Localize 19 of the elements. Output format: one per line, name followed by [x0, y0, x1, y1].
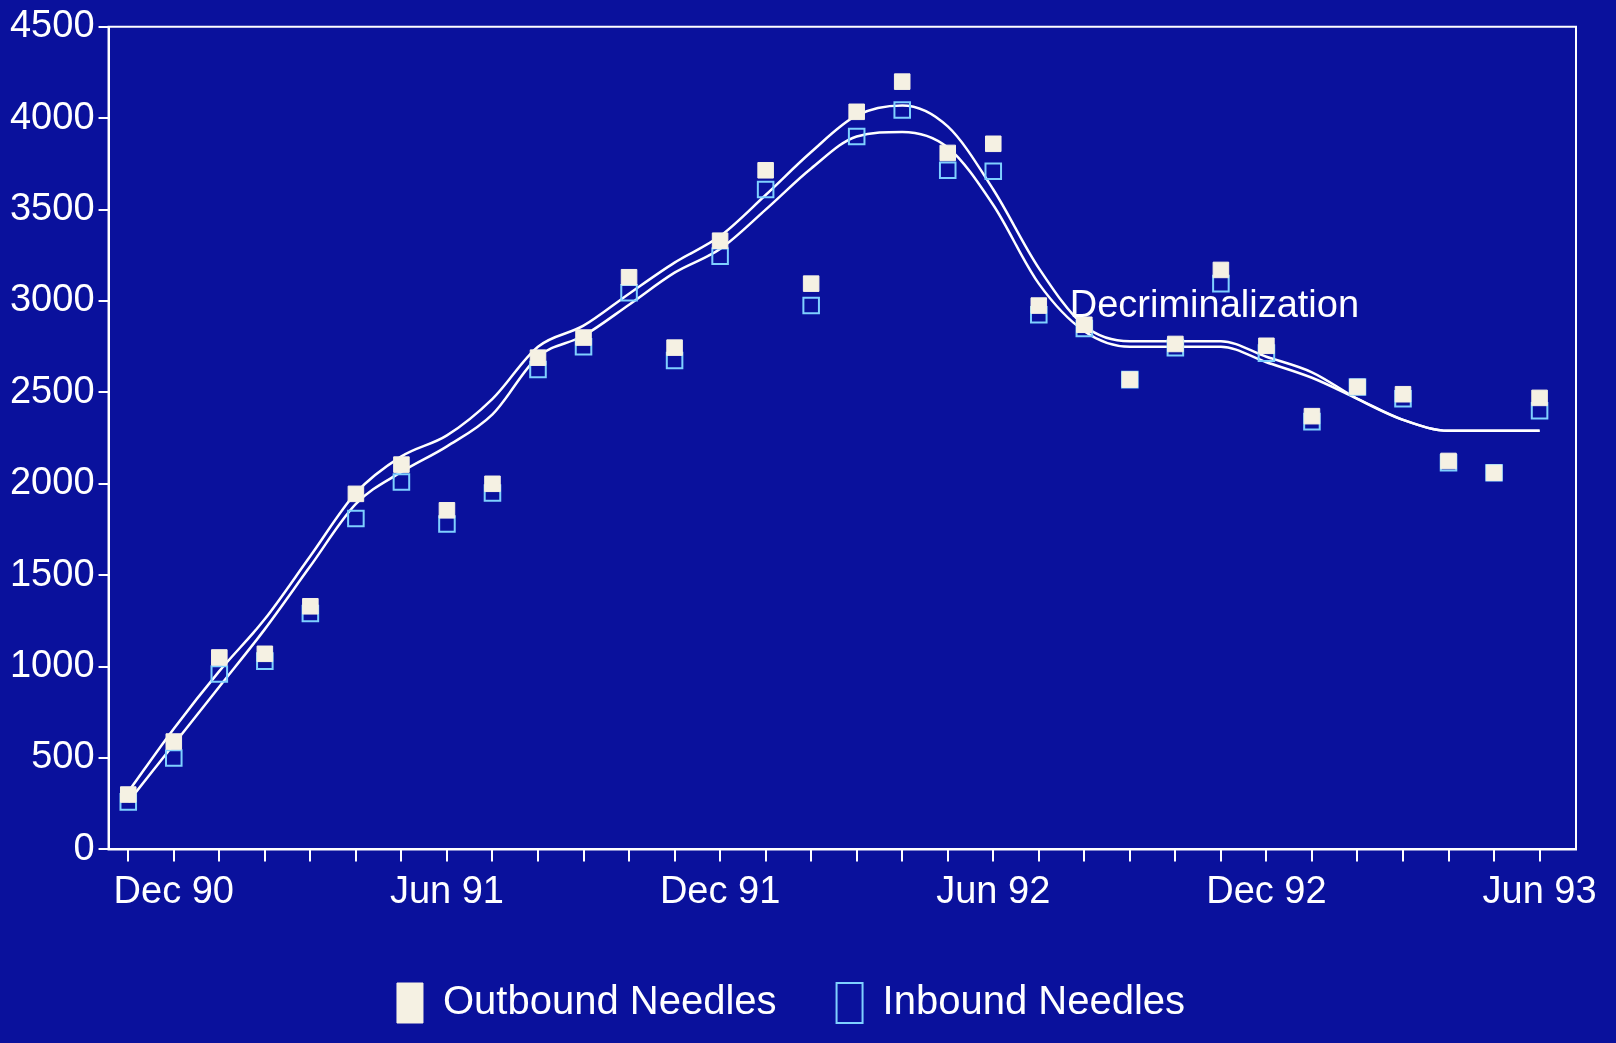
- y-tick-label: 500: [31, 734, 95, 777]
- y-tick-label: 4000: [9, 94, 95, 137]
- y-tick-label: 1500: [9, 551, 95, 594]
- y-tick-label: 2000: [9, 460, 95, 503]
- x-tick-label: Dec 91: [659, 868, 781, 911]
- x-tick-label: Jun 92: [936, 868, 1051, 911]
- x-tick-label: Dec 90: [113, 868, 234, 911]
- x-tick-label: Dec 92: [1206, 868, 1327, 911]
- legend-label: Inbound Needles: [882, 978, 1186, 1023]
- x-tick-label: Jun 91: [389, 868, 504, 911]
- x-tick-label: Jun 93: [1482, 868, 1597, 911]
- annotation: Decriminalization: [1069, 282, 1360, 325]
- y-tick-label: 3500: [9, 186, 95, 229]
- legend-label: Outbound Needles: [442, 978, 777, 1023]
- y-tick-label: 2500: [9, 368, 95, 411]
- y-tick-label: 1000: [9, 643, 95, 686]
- y-tick-label: 0: [73, 825, 95, 868]
- y-tick-label: 3000: [9, 277, 95, 320]
- y-tick-label: 4500: [9, 3, 95, 46]
